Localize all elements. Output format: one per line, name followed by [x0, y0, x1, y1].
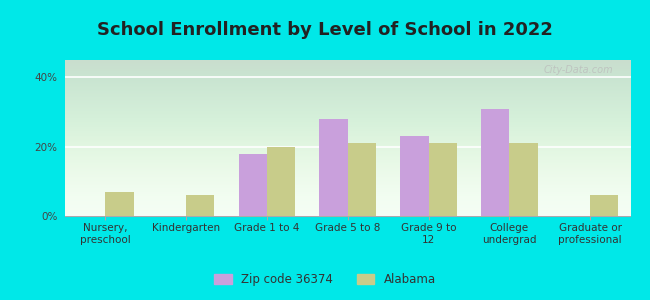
- Text: City-Data.com: City-Data.com: [544, 65, 614, 75]
- Bar: [320, 119, 348, 216]
- Bar: [510, 143, 538, 216]
- Bar: [348, 143, 376, 216]
- Bar: [428, 143, 457, 216]
- Bar: [267, 147, 295, 216]
- Legend: Zip code 36374, Alabama: Zip code 36374, Alabama: [209, 269, 441, 291]
- Bar: [590, 195, 618, 216]
- Bar: [186, 195, 214, 216]
- Bar: [400, 136, 428, 216]
- Bar: [239, 154, 267, 216]
- Bar: [481, 109, 510, 216]
- Text: School Enrollment by Level of School in 2022: School Enrollment by Level of School in …: [97, 21, 553, 39]
- Bar: [105, 192, 134, 216]
